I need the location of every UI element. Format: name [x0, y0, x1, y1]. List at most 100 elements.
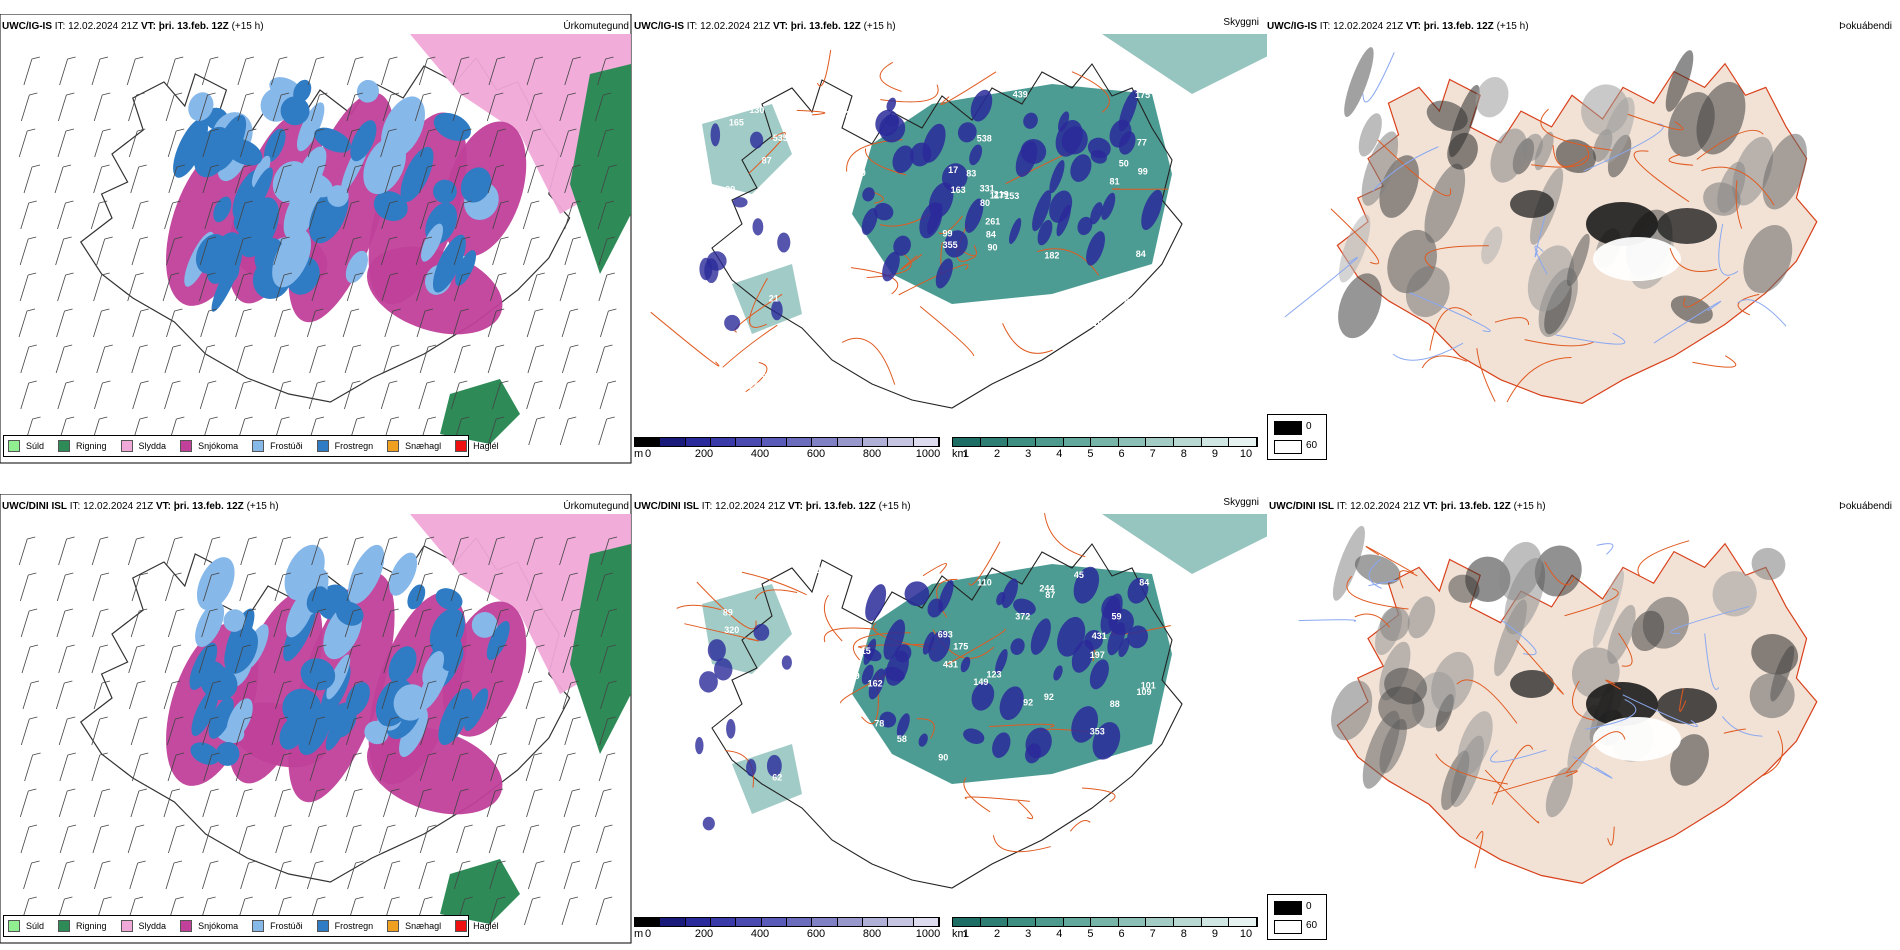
wind-barbs	[18, 56, 617, 446]
iceland-outline	[711, 543, 1183, 889]
legend-item: Súld	[8, 920, 44, 932]
snow-depth-label: 123	[752, 829, 767, 839]
snow-depth-label: 80	[980, 198, 990, 208]
scale-tick: 800	[862, 928, 882, 940]
legend-swatch	[252, 440, 265, 452]
panel-header: UWC/DINI ISL IT: 12.02.2024 21Z VT: þri.…	[2, 501, 279, 512]
scale-tick: 3	[1025, 448, 1032, 460]
legend-label: Snæhagl	[405, 441, 442, 451]
snow-depth-label: 109	[851, 168, 866, 178]
scale-tick: 2	[994, 448, 1001, 460]
snow-depth-label: 97	[762, 372, 772, 382]
snow-depth-label: 84	[986, 229, 996, 239]
scale-tick: 10	[1239, 928, 1253, 940]
legend-label: Súld	[26, 441, 45, 451]
snow-depth-label: 355	[943, 240, 958, 250]
snow-depth-label: 431	[1092, 631, 1107, 641]
snow-depth-label: 83	[966, 168, 976, 178]
snow-depth-label: 331	[980, 183, 995, 193]
legend-swatch	[455, 440, 468, 452]
scale-tick: 0	[644, 928, 652, 940]
legend-label: Snjókoma	[198, 921, 239, 931]
snow-depth-label: 353	[1090, 726, 1105, 736]
snow-depth-label: 17	[948, 165, 958, 175]
snow-depth-label: 489	[781, 223, 796, 233]
snow-depth-label: 84	[1139, 578, 1149, 588]
fog-land	[1336, 47, 1818, 405]
fog-land	[1331, 525, 1818, 885]
legend-label: Snæhagl	[405, 921, 442, 931]
scale-tick: 5	[1087, 448, 1094, 460]
snow-depth-label: 99	[1138, 167, 1148, 177]
snow-depth-scale: m 0 200 400 600 800 1000	[634, 437, 940, 461]
legend-item: Slydda	[120, 440, 166, 452]
panel-header: UWC/IG-IS IT: 12.02.2024 21Z VT: þri. 13…	[1267, 21, 1529, 32]
snow-depth-label: 45	[1074, 570, 1084, 580]
snow-depth-label: 59	[1112, 612, 1122, 622]
snow-depth-label: 149	[973, 677, 988, 687]
snow-depth-label: 96	[897, 297, 907, 307]
snow-depth-label: 81	[1110, 177, 1120, 187]
scale-unit: km	[952, 928, 967, 940]
legend-item: Frostregn	[316, 440, 373, 452]
precip-panel-2: UWC/DINI ISL IT: 12.02.2024 21Z VT: þri.…	[0, 494, 632, 944]
legend-label: Haglél	[473, 441, 499, 451]
legend-label: Frostúði	[270, 921, 303, 931]
panel-title: Úrkomutegund	[563, 501, 629, 512]
snow-depth-label: 95	[809, 308, 819, 318]
precip-legend: Súld Rigning Slydda Snjókoma Frostúði Frostre…	[3, 435, 499, 457]
scale-tick: 400	[750, 928, 770, 940]
iceland-outline	[711, 63, 1183, 409]
snow-depth-label: 93	[841, 109, 851, 119]
legend-item: Haglél	[455, 920, 499, 932]
scale-unit: m	[634, 928, 644, 940]
scale-tick: 3	[1025, 928, 1032, 940]
panel-title: Skyggni	[1223, 497, 1259, 508]
snow-depth-label: 219	[994, 190, 1009, 200]
scale-tick: 200	[694, 928, 714, 940]
snow-depth-label: 103	[1093, 318, 1108, 328]
scale-tick: 8	[1180, 448, 1187, 460]
legend-swatch	[387, 440, 400, 452]
snow-depth-label: 261	[985, 217, 1000, 227]
legend-swatch	[8, 440, 20, 452]
legend-swatch	[180, 920, 193, 932]
snow-depth-label: 87	[762, 156, 772, 166]
snow-depth-label: 130	[749, 105, 764, 115]
scale-bar	[952, 437, 1258, 447]
legend-item: Frostúði	[252, 920, 303, 932]
panel-header: UWC/IG-IS IT: 12.02.2024 21Z VT: þri. 13…	[634, 21, 896, 32]
legend-swatch	[316, 920, 329, 932]
road-network	[1284, 52, 1787, 403]
snow-depth-label: 91	[876, 87, 886, 97]
visibility-scale: km 1 2 3 4 5 6 7 8 9 10	[952, 917, 1258, 941]
snow-depth-label: 112	[865, 279, 880, 289]
scale-tick: 1000	[915, 448, 941, 460]
legend-label: Snjókoma	[198, 441, 239, 451]
snow-depth-label: 123	[817, 565, 832, 575]
snow-depth-label: 175	[953, 642, 968, 652]
legend-swatch	[8, 920, 20, 932]
legend-swatch	[58, 920, 71, 932]
legend-item: Súld	[8, 440, 44, 452]
scale-tick: 1000	[915, 928, 941, 940]
snow-depth-label: 18	[827, 188, 837, 198]
snow-depth-label: 372	[1015, 611, 1030, 621]
snow-depth-label: 101	[1141, 680, 1156, 690]
fog-white-label: 60	[1306, 440, 1318, 451]
snow-depth-areas	[699, 89, 1163, 331]
legend-label: Súld	[26, 921, 45, 931]
snow-depth-label: 110	[977, 578, 992, 588]
scale-tick: 600	[806, 928, 826, 940]
scale-tick: 9	[1211, 448, 1218, 460]
snow-depth-label: 209	[937, 799, 952, 809]
snow-depth-label: 90	[988, 243, 998, 253]
legend-item: Frostregn	[316, 920, 373, 932]
snow-depth-label: 120	[934, 794, 949, 804]
snow-depth-label: 538	[977, 133, 992, 143]
scale-tick: 6	[1118, 448, 1125, 460]
snow-depth-label: 210	[838, 772, 853, 782]
panel-header: UWC/DINI ISL IT: 12.02.2024 21Z VT: þri.…	[1269, 501, 1546, 512]
snow-panel-2: 372 123 120 87 101 162 210 276 693 175 209 112 59 88 1…	[632, 494, 1267, 944]
